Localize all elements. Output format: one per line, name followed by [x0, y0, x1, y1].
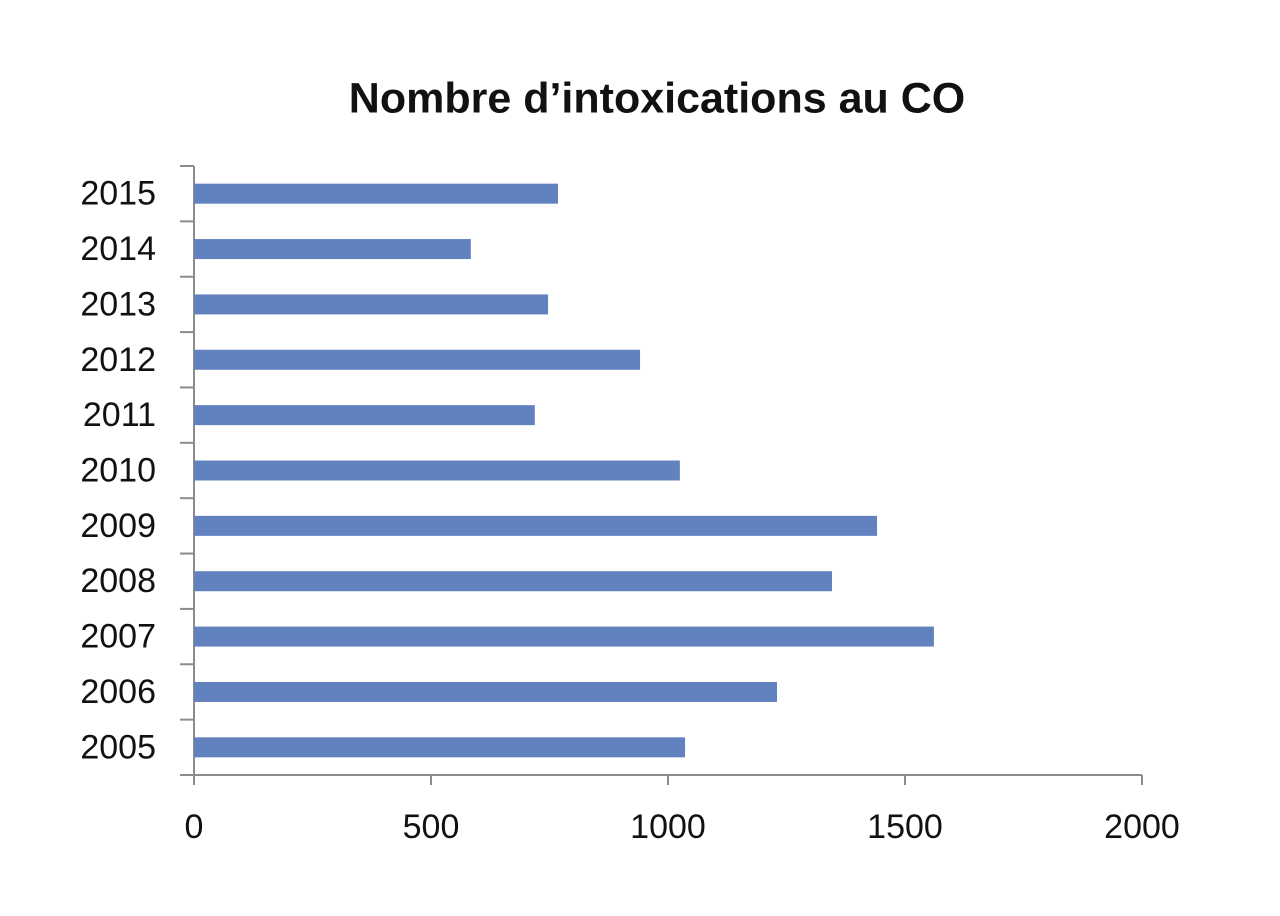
y-tick-label: 2012 — [80, 341, 156, 379]
bar — [194, 349, 641, 370]
bar — [194, 681, 778, 702]
bar — [194, 460, 680, 481]
y-tick-label: 2009 — [80, 507, 156, 545]
y-tick-label: 2010 — [80, 451, 156, 489]
bar — [194, 239, 471, 260]
bar — [194, 183, 559, 204]
y-tick-label: 2006 — [80, 673, 156, 711]
y-tick-label: 2005 — [80, 728, 156, 766]
x-tick-label: 1500 — [867, 808, 943, 846]
bar — [194, 405, 535, 426]
chart-title: Nombre d’intoxications au CO — [349, 74, 965, 122]
x-tick-label: 0 — [185, 808, 204, 846]
y-tick-label: 2014 — [80, 230, 156, 268]
y-tick-label: 2011 — [83, 396, 156, 434]
y-tick-label: 2013 — [80, 285, 156, 323]
x-tick-label: 1000 — [630, 808, 706, 846]
bar — [194, 515, 878, 536]
y-tick-label: 2015 — [80, 175, 156, 213]
bar — [194, 571, 833, 592]
y-tick-label: 2007 — [80, 618, 156, 656]
x-tick-label: 500 — [403, 808, 460, 846]
y-tick-label: 2008 — [80, 562, 156, 600]
bar — [194, 737, 686, 758]
x-tick-label: 2000 — [1104, 808, 1180, 846]
bar — [194, 294, 549, 315]
bar — [194, 626, 934, 647]
